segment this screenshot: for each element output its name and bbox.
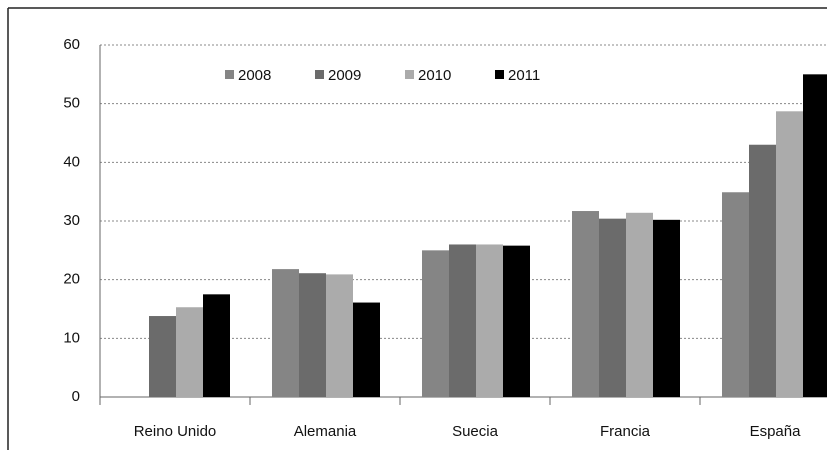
bar (653, 219, 680, 397)
legend-label: 2009 (328, 67, 361, 84)
y-tick-label: 50 (63, 95, 80, 112)
bar (572, 211, 599, 397)
legend-label: 2011 (508, 67, 540, 84)
bar (176, 307, 203, 397)
bar (503, 245, 530, 397)
bar (749, 144, 776, 397)
bar (776, 111, 803, 397)
y-tick-label: 20 (63, 271, 80, 288)
x-tick-label: Suecia (452, 423, 499, 440)
y-tick-label: 40 (63, 153, 80, 170)
x-tick-label: España (750, 423, 802, 440)
legend-swatch (315, 70, 324, 79)
x-tick-label: Reino Unido (134, 423, 217, 440)
bar (626, 212, 653, 397)
legend-swatch (405, 70, 414, 79)
y-tick-label: 0 (72, 388, 80, 405)
legend-swatch (495, 70, 504, 79)
y-tick-label: 60 (63, 36, 80, 53)
bar (299, 273, 326, 397)
bar (353, 302, 380, 397)
bar (326, 274, 353, 397)
bar (599, 218, 626, 397)
bar (149, 316, 176, 397)
bar (203, 294, 230, 397)
bar (272, 269, 299, 397)
bar (422, 250, 449, 397)
bar (476, 244, 503, 397)
bar (803, 74, 827, 397)
legend-label: 2010 (418, 67, 451, 84)
bar (449, 244, 476, 397)
bar (722, 192, 749, 397)
x-tick-label: Francia (600, 423, 651, 440)
legend-swatch (225, 70, 234, 79)
y-tick-label: 30 (63, 212, 80, 229)
x-tick-label: Alemania (294, 423, 357, 440)
y-tick-label: 10 (63, 329, 80, 346)
legend-label: 2008 (238, 67, 271, 84)
